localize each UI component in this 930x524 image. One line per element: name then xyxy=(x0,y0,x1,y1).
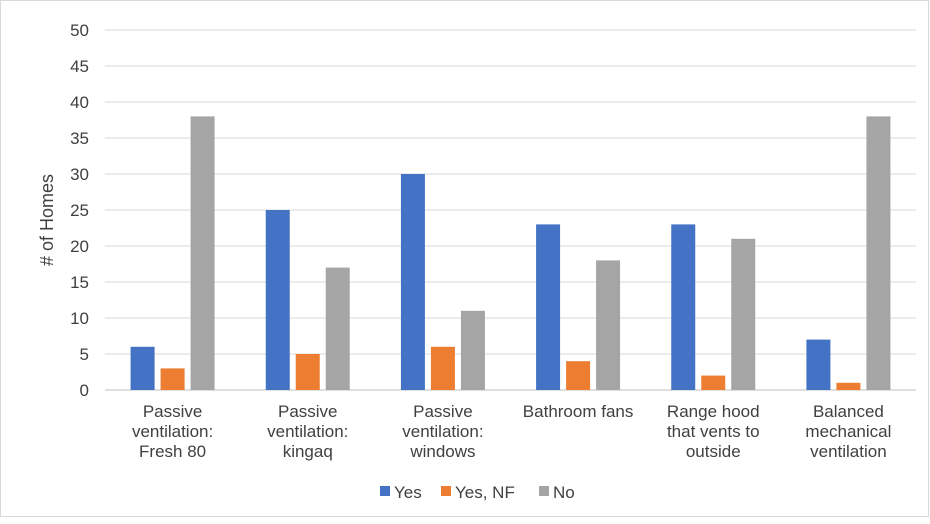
legend-swatch xyxy=(539,486,549,496)
y-tick-label: 30 xyxy=(70,165,89,184)
bar-yes-nf xyxy=(836,382,861,390)
bar-no xyxy=(460,310,485,390)
bar-no xyxy=(190,116,215,391)
y-tick-label: 20 xyxy=(70,237,89,256)
y-tick-label: 10 xyxy=(70,309,89,328)
bar-yes-nf xyxy=(566,361,591,390)
x-tick-label: Bathroom fans xyxy=(523,402,634,421)
bar-yes-nf xyxy=(295,354,320,390)
y-tick-label: 25 xyxy=(70,201,89,220)
bar-yes-nf xyxy=(701,375,726,390)
bar-no xyxy=(866,116,891,391)
bar-no xyxy=(325,267,350,390)
gridlines xyxy=(105,29,916,391)
x-tick-labels: Passive ventilation: Fresh 80 Passive ventil… xyxy=(132,402,891,461)
bar-yes-nf xyxy=(160,368,185,390)
y-tick-label: 35 xyxy=(70,129,89,148)
bar-yes xyxy=(806,339,831,390)
bar-no xyxy=(596,260,621,390)
bar-yes xyxy=(400,174,425,390)
y-axis-label: # of Homes xyxy=(37,174,57,266)
y-tick-label: 40 xyxy=(70,93,89,112)
bar-yes xyxy=(671,224,696,390)
bars xyxy=(130,116,891,391)
y-tick-label: 50 xyxy=(70,21,89,40)
y-tick-label: 5 xyxy=(80,345,89,364)
x-tick-label: Range hood that vents to outside xyxy=(667,402,760,461)
y-tick-label: 15 xyxy=(70,273,89,292)
legend-label: No xyxy=(553,483,575,502)
y-tick-label: 0 xyxy=(80,381,89,400)
bar-yes xyxy=(130,346,155,390)
bar-yes-nf xyxy=(430,346,455,390)
legend-swatch xyxy=(380,486,390,496)
x-tick-label: Passive ventilation: windows xyxy=(402,402,483,461)
y-tick-label: 45 xyxy=(70,57,89,76)
y-tick-labels: 0 5 10 15 20 25 30 35 40 45 50 xyxy=(70,21,89,400)
legend: Yes Yes, NF No xyxy=(380,483,575,502)
bar-yes xyxy=(265,210,290,390)
x-tick-label: Balanced mechanical ventilation xyxy=(805,402,891,461)
x-tick-label: Passive ventilation: Fresh 80 xyxy=(132,402,213,461)
bar-yes xyxy=(536,224,561,390)
legend-label: Yes, NF xyxy=(455,483,515,502)
bar-no xyxy=(731,238,756,390)
legend-swatch xyxy=(441,486,451,496)
x-tick-label: Passive ventilation: kingaq xyxy=(267,402,348,461)
legend-label: Yes xyxy=(394,483,422,502)
